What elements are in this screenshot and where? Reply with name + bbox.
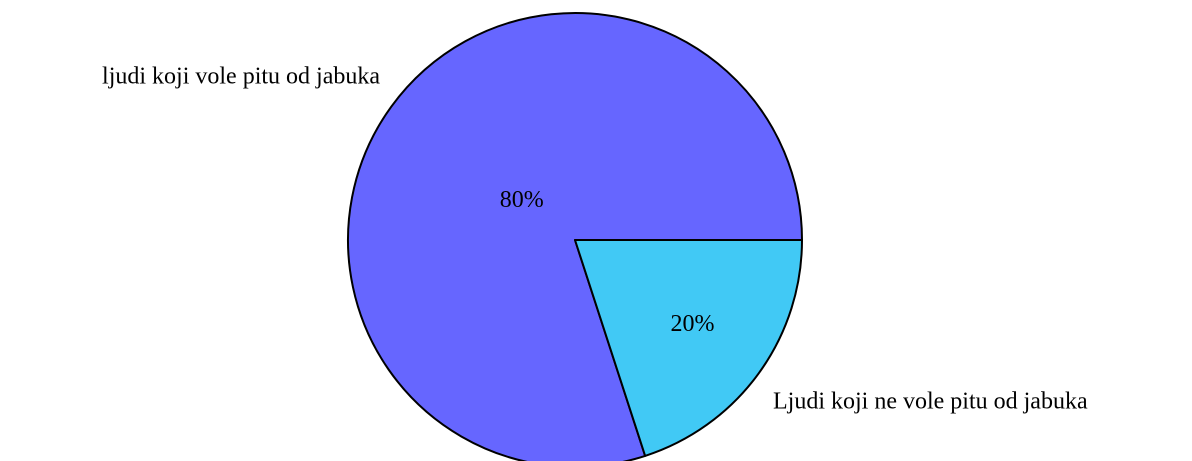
pie-slice xyxy=(574,239,803,457)
value-label: 20% xyxy=(671,311,715,337)
slice-label: Ljudi koji ne vole pitu od jabuka xyxy=(773,389,1088,415)
pie-slice xyxy=(347,12,803,461)
value-label: 80% xyxy=(500,187,544,213)
slice-label: ljudi koji vole pitu od jabuka xyxy=(102,64,380,90)
